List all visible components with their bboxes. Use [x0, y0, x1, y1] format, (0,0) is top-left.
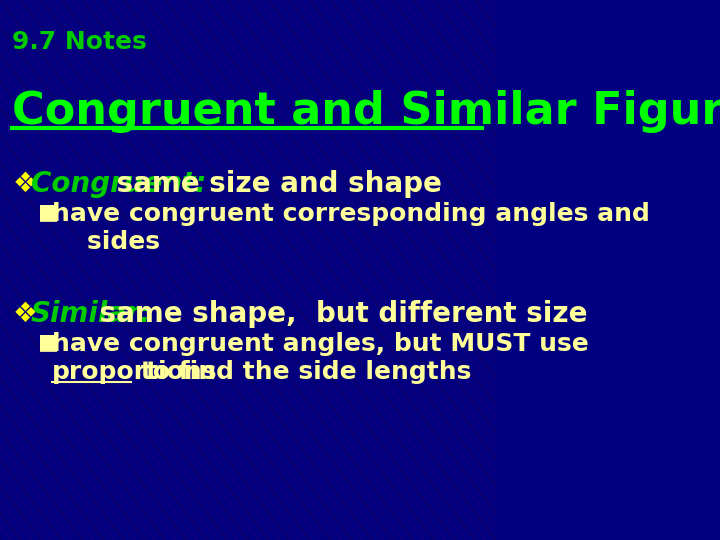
Text: ❖: ❖	[12, 170, 37, 198]
Text: proportions: proportions	[52, 360, 217, 384]
Text: sides: sides	[52, 230, 160, 254]
Text: have congruent corresponding angles and: have congruent corresponding angles and	[52, 202, 649, 226]
Text: same shape,  but different size: same shape, but different size	[89, 300, 587, 328]
Text: to find the side lengths: to find the side lengths	[132, 360, 472, 384]
Text: Congruent and Similar Figures: Congruent and Similar Figures	[12, 90, 720, 133]
Text: ■: ■	[38, 332, 59, 352]
Text: ■: ■	[38, 202, 59, 222]
Text: 9.7 Notes: 9.7 Notes	[12, 30, 147, 54]
Text: same size and shape: same size and shape	[107, 170, 441, 198]
Text: ❖: ❖	[12, 300, 37, 328]
Text: Congruent:: Congruent:	[31, 170, 207, 198]
Text: Similar:: Similar:	[31, 300, 152, 328]
Text: have congruent angles, but MUST use: have congruent angles, but MUST use	[52, 332, 588, 356]
